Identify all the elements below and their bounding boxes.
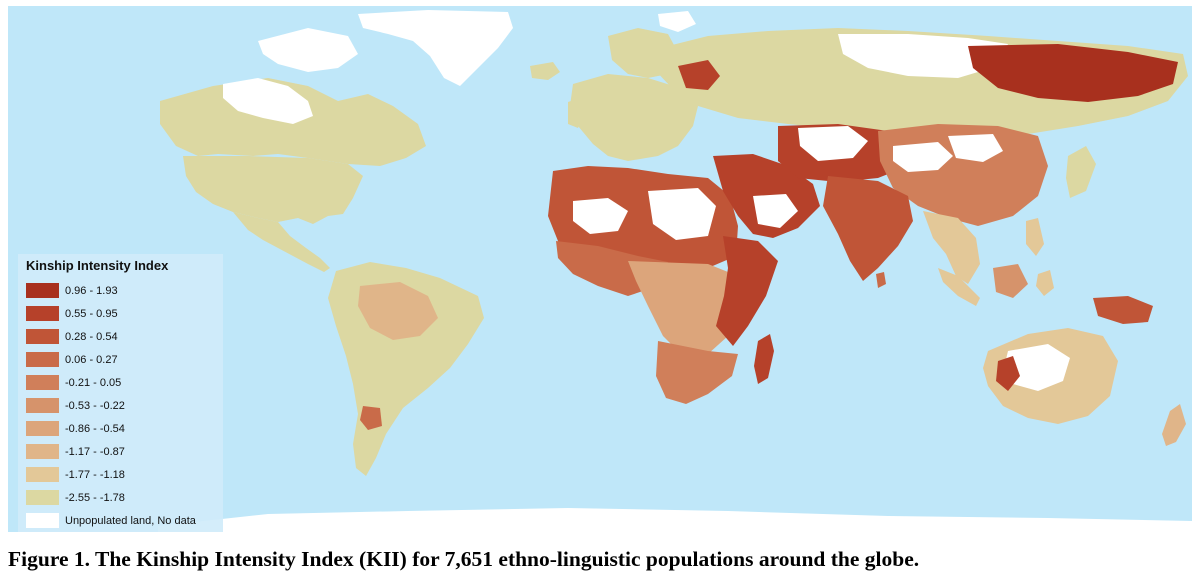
legend-item: -2.55 - -1.78: [26, 486, 217, 509]
legend-label: 0.06 - 0.27: [65, 353, 118, 366]
world-map-svg: [8, 6, 1192, 532]
region-taklamakan: [893, 142, 953, 172]
region-south-america-interior: [358, 282, 438, 340]
region-rub-al-khali: [753, 194, 798, 228]
legend-label: -0.21 - 0.05: [65, 376, 122, 389]
legend-swatch: [26, 398, 59, 413]
legend-title: Kinship Intensity Index: [26, 258, 169, 273]
legend-label: 0.55 - 0.95: [65, 307, 118, 320]
region-canada-north: [223, 78, 313, 124]
legend-swatch: [26, 444, 59, 459]
legend-label: 0.28 - 0.54: [65, 330, 118, 343]
region-siberia-red: [968, 44, 1178, 102]
region-europe: [570, 74, 698, 161]
legend-label: -2.55 - -1.78: [65, 491, 125, 504]
region-japan: [1066, 146, 1096, 198]
region-kazakh-desert: [798, 126, 868, 161]
legend-item: -0.21 - 0.05: [26, 371, 217, 394]
legend-label: 0.96 - 1.93: [65, 284, 118, 297]
region-central-africa: [628, 261, 748, 356]
region-antarctica: [158, 508, 1192, 532]
legend-label: -0.53 - -0.22: [65, 399, 125, 412]
region-indonesia-sumatra: [938, 268, 980, 306]
legend-label: Unpopulated land, No data: [65, 514, 196, 527]
region-central-america: [233, 212, 330, 272]
legend-swatch: [26, 306, 59, 321]
figure-caption: Figure 1. The Kinship Intensity Index (K…: [8, 547, 920, 571]
region-new-zealand: [1162, 404, 1186, 446]
land-layer: [158, 10, 1192, 532]
legend-swatch: [26, 352, 59, 367]
region-new-guinea: [1093, 296, 1153, 324]
region-australia-interior: [1004, 344, 1070, 391]
legend-label: -1.17 - -0.87: [65, 445, 125, 458]
region-east-africa: [716, 236, 778, 346]
region-canada-arctic-islands: [258, 28, 358, 72]
region-iceland: [530, 62, 560, 80]
region-southeast-asia: [923, 211, 980, 284]
region-sahara-west: [573, 198, 628, 234]
legend-item: -0.53 - -0.22: [26, 394, 217, 417]
legend-item: -0.86 - -0.54: [26, 417, 217, 440]
legend-swatch: [26, 421, 59, 436]
region-indonesia-borneo: [993, 264, 1028, 298]
legend-swatch: [26, 513, 59, 528]
region-argentina-patch: [360, 406, 382, 430]
legend-item: Unpopulated land, No data: [26, 509, 217, 532]
region-australia-red: [996, 356, 1020, 391]
legend-items: 0.96 - 1.93 0.55 - 0.95 0.28 - 0.54 0.06 - …: [26, 279, 217, 532]
region-usa: [183, 156, 363, 224]
region-madagascar: [754, 334, 774, 384]
region-indonesia-sulawesi: [1036, 270, 1054, 296]
world-map: Kinship Intensity Index 0.96 - 1.93 0.55 …: [8, 6, 1192, 532]
legend-swatch: [26, 490, 59, 505]
region-southern-africa: [656, 341, 738, 404]
legend-swatch: [26, 329, 59, 344]
legend-item: -1.77 - -1.18: [26, 463, 217, 486]
legend-label: -1.77 - -1.18: [65, 468, 125, 481]
legend-label: -0.86 - -0.54: [65, 422, 125, 435]
legend-item: 0.28 - 0.54: [26, 325, 217, 348]
region-india: [823, 176, 913, 281]
region-sri-lanka: [876, 272, 886, 288]
legend-item: 0.06 - 0.27: [26, 348, 217, 371]
region-philippines: [1026, 218, 1044, 256]
legend-swatch: [26, 467, 59, 482]
legend-item: -1.17 - -0.87: [26, 440, 217, 463]
region-russia-west-red: [678, 60, 720, 90]
legend-swatch: [26, 375, 59, 390]
region-gobi: [948, 134, 1003, 162]
legend-item: 0.55 - 0.95: [26, 302, 217, 325]
region-britain: [568, 98, 584, 128]
region-sahara-east: [648, 188, 716, 240]
region-greenland: [358, 10, 513, 86]
legend-swatch: [26, 283, 59, 298]
legend: Kinship Intensity Index 0.96 - 1.93 0.55 …: [18, 254, 223, 532]
region-siberia-north: [838, 34, 1008, 78]
region-svalbard: [658, 11, 696, 32]
legend-item: 0.96 - 1.93: [26, 279, 217, 302]
